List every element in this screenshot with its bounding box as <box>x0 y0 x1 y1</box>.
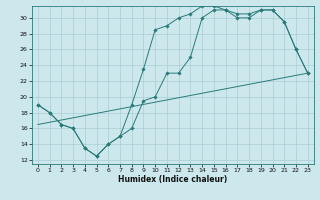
X-axis label: Humidex (Indice chaleur): Humidex (Indice chaleur) <box>118 175 228 184</box>
